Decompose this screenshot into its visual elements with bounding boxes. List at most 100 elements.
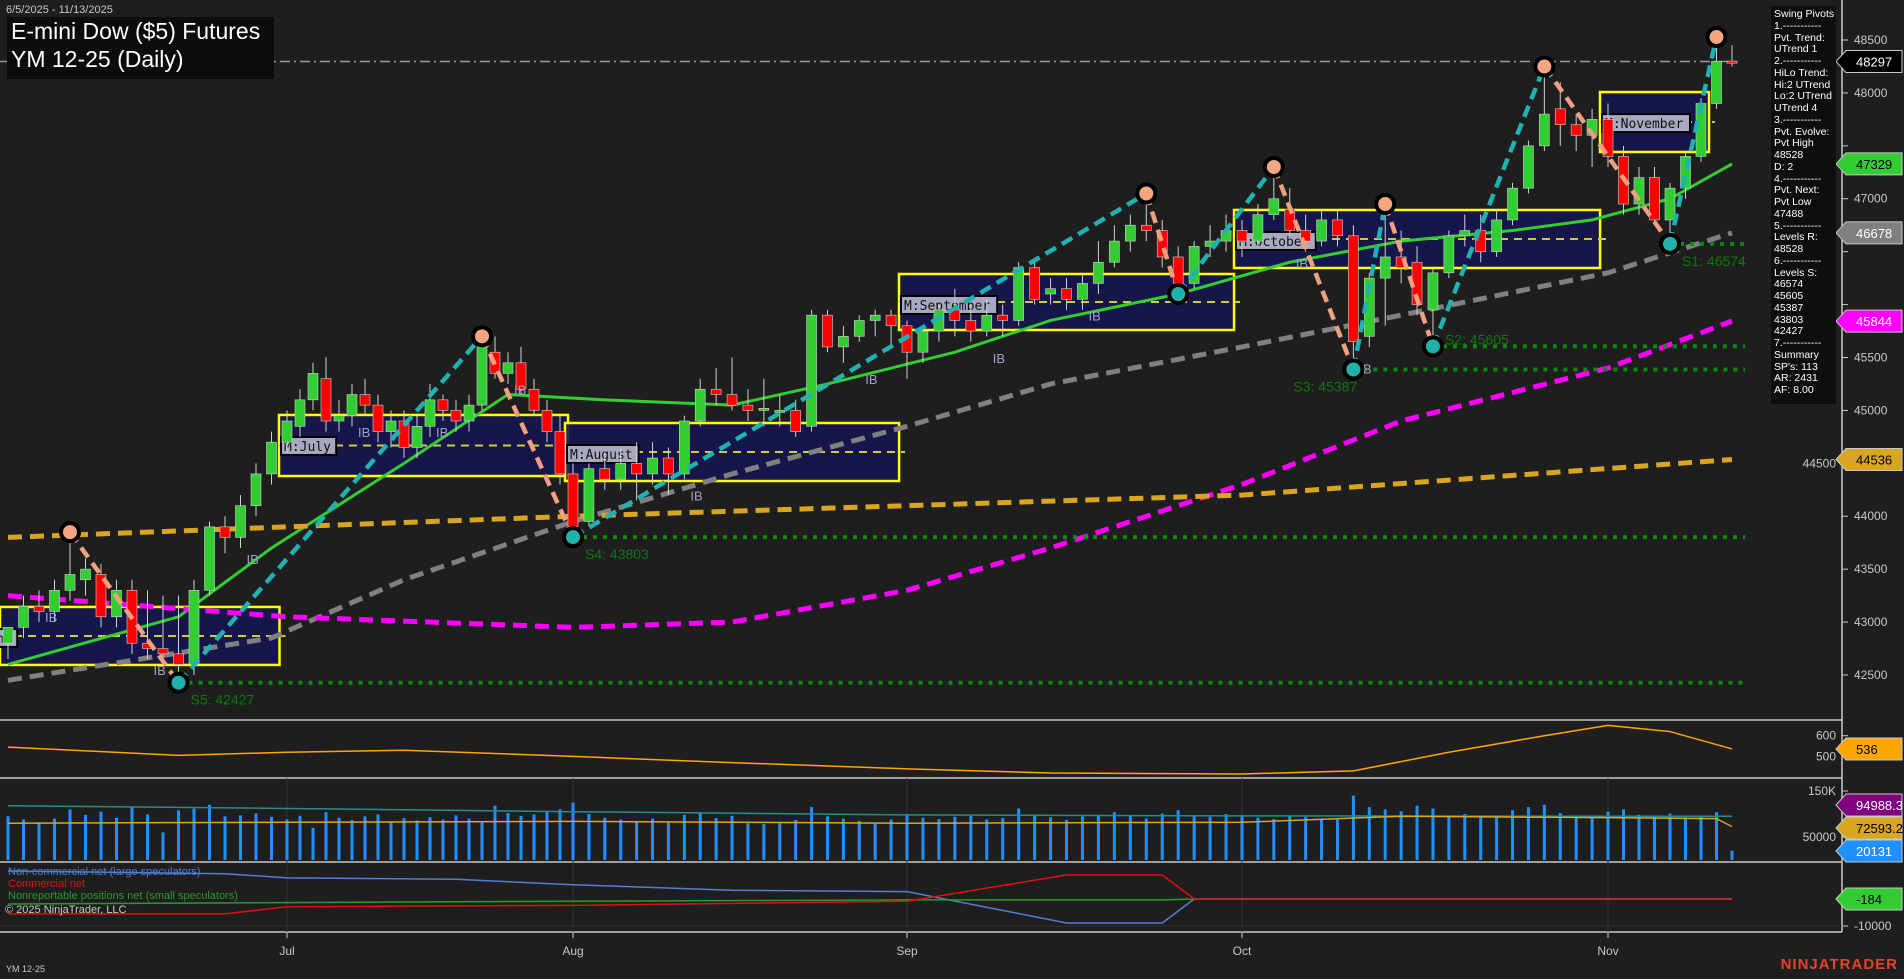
swing-pivots-panel: Swing Pivots 1.----------- Pvt. Trend: UTre… <box>1771 6 1836 404</box>
candle-up <box>806 314 817 427</box>
moving-average-badge-bg <box>1835 221 1903 245</box>
swing-high-pivot <box>1374 193 1397 216</box>
moving-average-line <box>7 230 1733 683</box>
swing-zigzag-line <box>571 191 1148 540</box>
candle-up <box>1188 246 1200 284</box>
candle-down <box>219 526 231 538</box>
month-label: M:October <box>1239 235 1310 250</box>
candle-down <box>1726 60 1738 64</box>
pivot-info-line: 6.----------- <box>1774 254 1822 267</box>
swing-zigzag-line <box>1351 203 1388 370</box>
candle-up <box>917 330 929 353</box>
candle-up <box>333 415 345 422</box>
pivot-info-line: Summary <box>1774 348 1819 361</box>
month-label: M:September <box>904 299 990 314</box>
support-level-label: S2: 45605 <box>1445 331 1509 347</box>
price-tick-label: 43000 <box>1854 615 1888 629</box>
indicator-value-badge: 536 <box>1856 742 1878 757</box>
candle-down <box>742 404 754 411</box>
x-axis-label: Jul <box>279 944 294 958</box>
last-price-badge: 48297 <box>1856 54 1892 69</box>
pivot-info-line: Pvt Low <box>1774 196 1812 208</box>
candle-up <box>476 346 488 406</box>
candle-up <box>838 336 849 348</box>
x-axis-label: Sep <box>896 944 918 958</box>
candle-up <box>1459 230 1471 237</box>
candle-down <box>528 388 540 411</box>
moving-average-badge: 44536 <box>1856 453 1892 468</box>
candle-up <box>1109 240 1120 263</box>
cot-value-badge: -184 <box>1856 892 1882 907</box>
pivot-info-line: Hi:2 UTrend <box>1774 78 1831 91</box>
candle-down <box>173 653 184 665</box>
pivot-info-line: Pvt. Trend: <box>1774 31 1825 44</box>
candle-down <box>567 473 579 528</box>
price-tick-label: 45000 <box>1854 403 1888 417</box>
moving-average-badge-bg <box>1835 152 1903 176</box>
pivot-info-line: Lo:2 UTrend <box>1774 90 1832 103</box>
candle-down <box>1029 267 1040 300</box>
candle-up <box>424 399 436 427</box>
candle-up <box>188 590 200 665</box>
price-tick-label: 48500 <box>1854 33 1888 47</box>
volume-average-badge: 72593.23 <box>1856 821 1904 836</box>
month-label: M:July <box>284 440 331 455</box>
candle-up <box>774 410 786 413</box>
candle-down <box>1570 124 1582 136</box>
month-label: M:August <box>570 448 633 463</box>
candle-down <box>599 468 611 480</box>
pivot-info-line: 1.----------- <box>1774 19 1822 32</box>
pivot-info-line: SP's: 113 <box>1774 360 1818 373</box>
candle-down <box>663 457 674 475</box>
indicator-value-badge-bg <box>1835 737 1903 761</box>
swing-zigzag-line <box>68 530 181 685</box>
price-tick-label: 45500 <box>1854 350 1888 364</box>
candle-down <box>157 648 169 655</box>
legend-nonreportable: Nonreportable positions net (small specu… <box>8 890 238 902</box>
swing-low-pivot <box>562 526 584 549</box>
cot-value-badge-bg <box>1835 887 1903 911</box>
candle-up <box>1045 288 1056 295</box>
candle-up <box>49 590 60 612</box>
swing-high-pivot <box>1533 55 1556 78</box>
candle-up <box>1252 214 1264 242</box>
pivot-info-line: 7.----------- <box>1774 337 1822 349</box>
moving-average-badge: 47329 <box>1856 157 1892 172</box>
chart-title-box: E-mini Dow ($5) Futures YM 12-25 (Daily) <box>7 17 274 79</box>
pivot-info-line: 48528 <box>1774 243 1804 255</box>
candle-up <box>853 320 865 337</box>
support-level-label: S5: 42427 <box>191 692 255 708</box>
last-price-badge-bg <box>1835 49 1903 73</box>
inside-bar-label: IB <box>358 425 370 440</box>
swing-high-pivot <box>59 521 81 544</box>
candle-up <box>346 394 358 417</box>
candle-down <box>372 404 384 432</box>
pivot-info-line: 42427 <box>1774 325 1804 338</box>
swing-low-pivot <box>1421 335 1444 358</box>
volume-average-line <box>7 804 1733 818</box>
candle-down <box>1300 230 1311 242</box>
price-tick-label: 44000 <box>1854 509 1888 523</box>
candle-up <box>307 373 319 401</box>
x-axis-label: Aug <box>562 944 583 958</box>
swing-high-pivot <box>471 325 493 348</box>
swing-zigzag-line <box>176 334 484 685</box>
moving-average-badge: 45844 <box>1856 314 1892 329</box>
candle-down <box>320 378 332 422</box>
footer-symbol: YM 12-25 <box>6 964 46 974</box>
swing-zigzag-line <box>1430 65 1547 348</box>
inside-bar-label: IB <box>436 425 448 440</box>
swing-low-pivot <box>1659 232 1681 255</box>
candle-up <box>981 314 993 332</box>
volume-value-badge: 20131 <box>1856 844 1892 859</box>
candle-up <box>758 407 770 411</box>
instrument-contract: YM 12-25 (Daily) <box>11 46 184 72</box>
candle-up <box>1093 261 1104 284</box>
volume-average-badge-bg <box>1835 816 1903 840</box>
indicator-tick-label: 500 <box>1816 749 1836 763</box>
moving-average-badge: 46678 <box>1856 226 1892 241</box>
volume-reference-badge-bg <box>1835 793 1903 817</box>
candle-down <box>450 410 462 422</box>
candle-up <box>583 468 595 522</box>
